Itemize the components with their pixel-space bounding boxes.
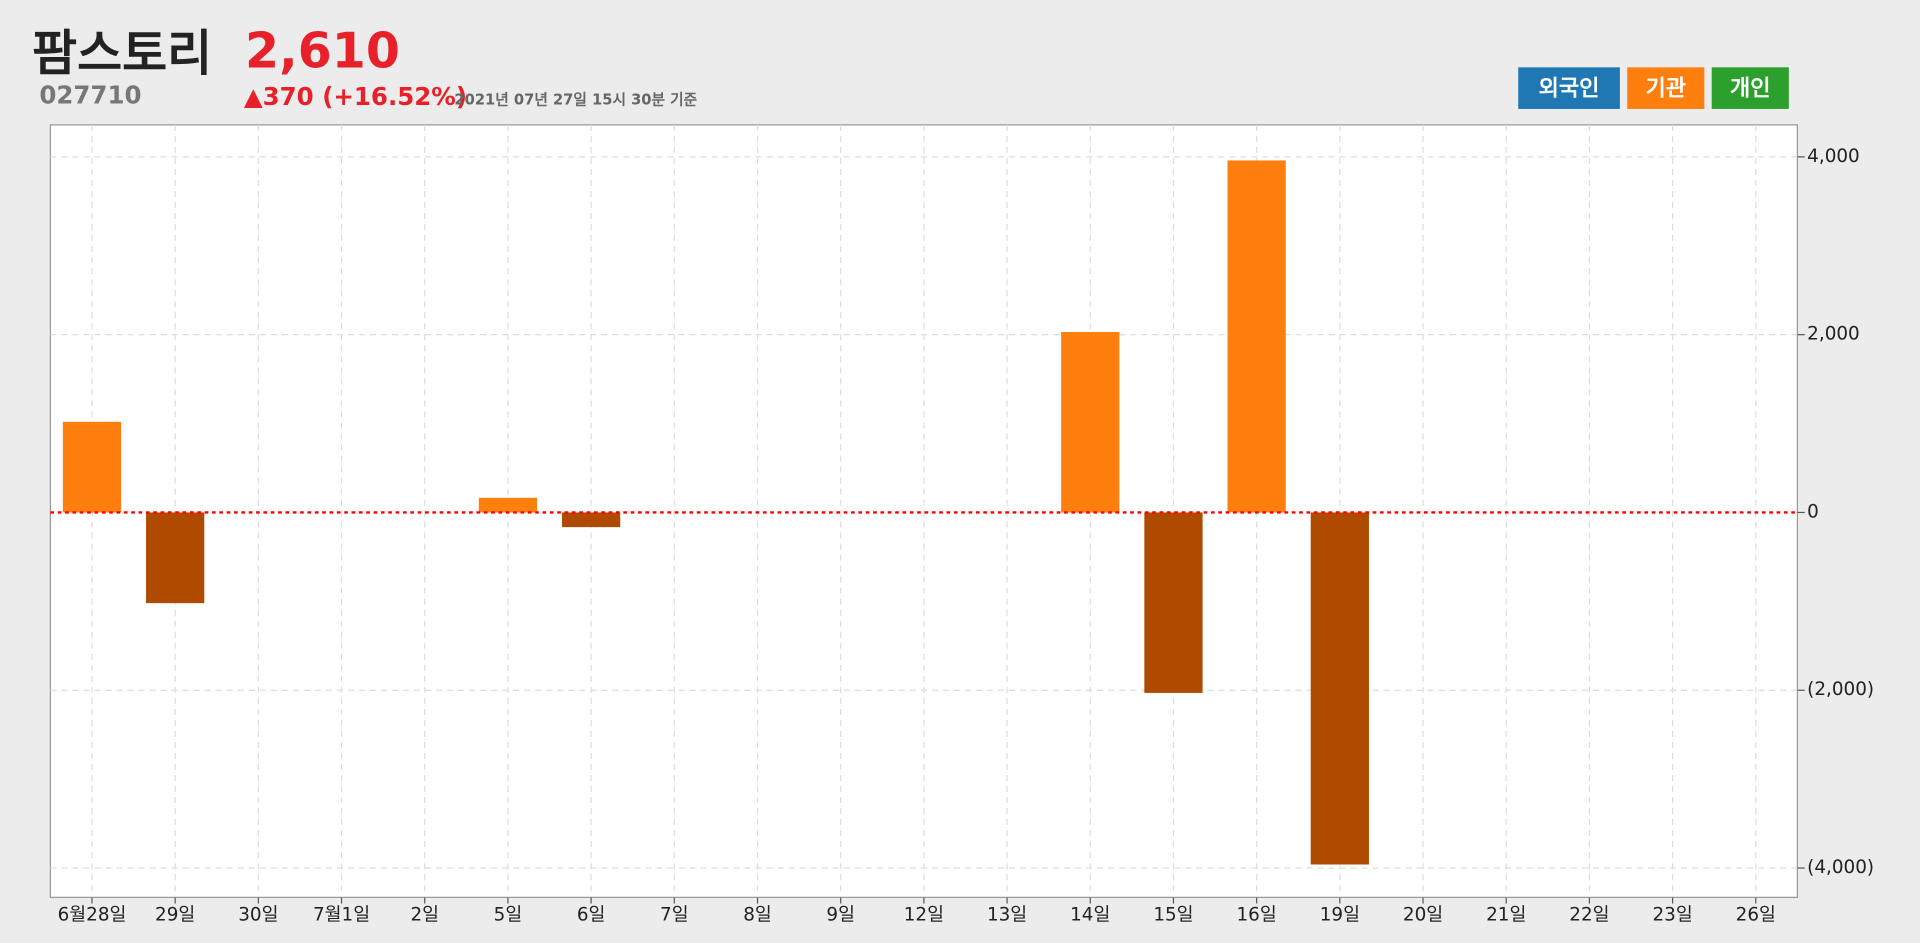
x-tick-label: 14일 bbox=[1070, 905, 1110, 926]
x-tick-label: 6월28일 bbox=[58, 905, 127, 926]
button-label: 외국인 bbox=[1539, 76, 1600, 101]
filter-button[interactable]: 기관 bbox=[1627, 67, 1705, 109]
stock-code: 027710 bbox=[39, 81, 141, 110]
x-tick-label: 19일 bbox=[1320, 905, 1360, 926]
filter-button[interactable]: 개인 bbox=[1711, 67, 1789, 109]
x-tick-label: 13일 bbox=[987, 905, 1027, 926]
x-tick-label: 9일 bbox=[826, 905, 855, 926]
x-tick-label: 2일 bbox=[410, 905, 439, 926]
y-tick-label: 4,000 bbox=[1807, 146, 1860, 167]
x-tick-label: 15일 bbox=[1153, 905, 1193, 926]
y-tick-label: 2,000 bbox=[1807, 324, 1860, 345]
bar bbox=[562, 512, 621, 528]
button-label: 개인 bbox=[1730, 76, 1771, 101]
x-tick-label: 7일 bbox=[660, 905, 689, 926]
button-bg bbox=[1518, 67, 1620, 109]
bar bbox=[1227, 160, 1286, 513]
x-tick-label: 12일 bbox=[904, 905, 944, 926]
bar bbox=[1310, 512, 1369, 865]
price-change: ▲370 (+16.52%) bbox=[244, 82, 467, 111]
bar bbox=[478, 497, 538, 513]
x-tick-label: 6일 bbox=[577, 905, 606, 926]
x-tick-label: 29일 bbox=[155, 905, 195, 926]
x-tick-label: 26일 bbox=[1736, 905, 1776, 926]
filter-button[interactable]: 외국인 bbox=[1518, 67, 1620, 109]
x-tick-label: 21일 bbox=[1486, 905, 1526, 926]
button-label: 기관 bbox=[1646, 76, 1687, 101]
bar bbox=[62, 421, 122, 513]
x-tick-label: 23일 bbox=[1652, 905, 1692, 926]
x-tick-label: 8일 bbox=[743, 905, 772, 926]
x-tick-label: 30일 bbox=[238, 905, 278, 926]
y-tick-label: (2,000) bbox=[1807, 679, 1874, 700]
x-tick-label: 5일 bbox=[494, 905, 523, 926]
stock-name: 팜스토리 bbox=[32, 25, 212, 82]
button-bg bbox=[1711, 67, 1789, 109]
x-tick-label: 7월1일 bbox=[313, 905, 370, 926]
button-bg bbox=[1627, 67, 1705, 109]
y-tick-label: 0 bbox=[1807, 501, 1819, 522]
timestamp: 2021년 07년 27일 15시 30분 기준 bbox=[454, 91, 697, 108]
x-tick-label: 20일 bbox=[1403, 905, 1443, 926]
y-tick-label: (4,000) bbox=[1807, 857, 1874, 878]
bar bbox=[146, 512, 205, 604]
x-tick-label: 22일 bbox=[1569, 905, 1609, 926]
bar bbox=[1144, 512, 1203, 693]
bar bbox=[1061, 332, 1120, 513]
x-tick-label: 16일 bbox=[1237, 905, 1277, 926]
price: 2,610 bbox=[245, 22, 400, 79]
